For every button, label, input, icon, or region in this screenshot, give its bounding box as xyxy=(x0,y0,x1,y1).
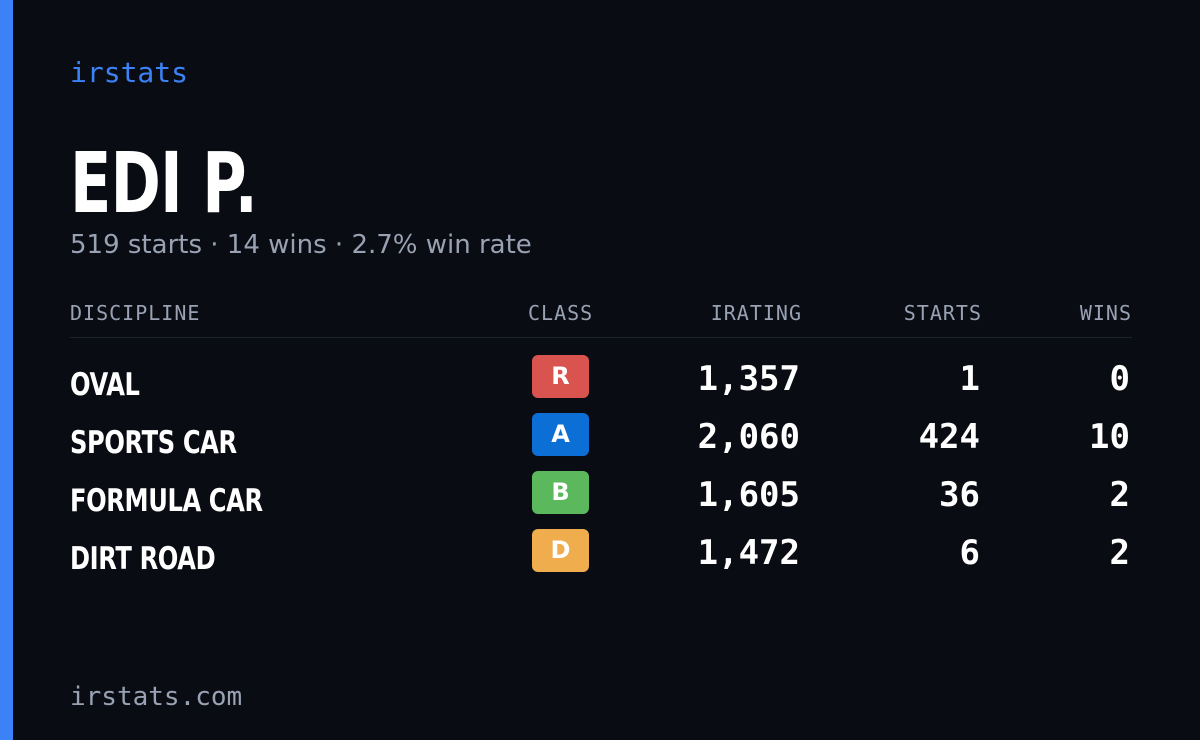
brand-logo: irstats xyxy=(70,56,189,89)
irating-value: 1,472 xyxy=(697,533,800,573)
discipline-label: DIRT ROAD xyxy=(70,541,216,577)
class-badge: D xyxy=(532,529,589,572)
table-body: OVAL R 1,357 1 0 SPORTS CAR A 2,060 424 … xyxy=(70,353,1132,585)
header-irating: IRATING xyxy=(710,301,802,325)
table-row-dirt-road: DIRT ROAD D 1,472 6 2 xyxy=(70,527,1132,585)
driver-summary: 519 starts · 14 wins · 2.7% win rate xyxy=(70,230,532,260)
discipline-label: OVAL xyxy=(70,367,140,403)
class-badge: R xyxy=(532,355,589,398)
class-badge: B xyxy=(532,471,589,514)
discipline-label: FORMULA CAR xyxy=(70,483,263,519)
irating-value: 2,060 xyxy=(697,417,800,457)
starts-value: 36 xyxy=(939,475,980,515)
stats-table: DISCIPLINE CLASS IRATING STARTS WINS OVA… xyxy=(70,296,1132,577)
discipline-label: SPORTS CAR xyxy=(70,425,237,461)
wins-value: 10 xyxy=(1089,417,1130,457)
starts-value: 424 xyxy=(918,417,980,457)
wins-value: 2 xyxy=(1109,475,1130,515)
class-badge: A xyxy=(532,413,589,456)
irating-value: 1,605 xyxy=(697,475,800,515)
wins-value: 2 xyxy=(1109,533,1130,573)
driver-name: EDI P. xyxy=(70,134,258,232)
starts-value: 1 xyxy=(959,359,980,399)
irating-value: 1,357 xyxy=(697,359,800,399)
starts-value: 6 xyxy=(959,533,980,573)
header-class: CLASS xyxy=(528,301,594,325)
header-wins: WINS xyxy=(1079,301,1132,325)
wins-value: 0 xyxy=(1109,359,1130,399)
table-header: DISCIPLINE CLASS IRATING STARTS WINS xyxy=(70,296,1132,338)
header-starts: STARTS xyxy=(903,301,982,325)
accent-bar xyxy=(0,0,13,740)
header-discipline: DISCIPLINE xyxy=(70,301,201,325)
footer-url: irstats.com xyxy=(70,682,243,712)
table-row-formula-car: FORMULA CAR B 1,605 36 2 xyxy=(70,469,1132,527)
table-row-sports-car: SPORTS CAR A 2,060 424 10 xyxy=(70,411,1132,469)
table-row-oval: OVAL R 1,357 1 0 xyxy=(70,353,1132,411)
